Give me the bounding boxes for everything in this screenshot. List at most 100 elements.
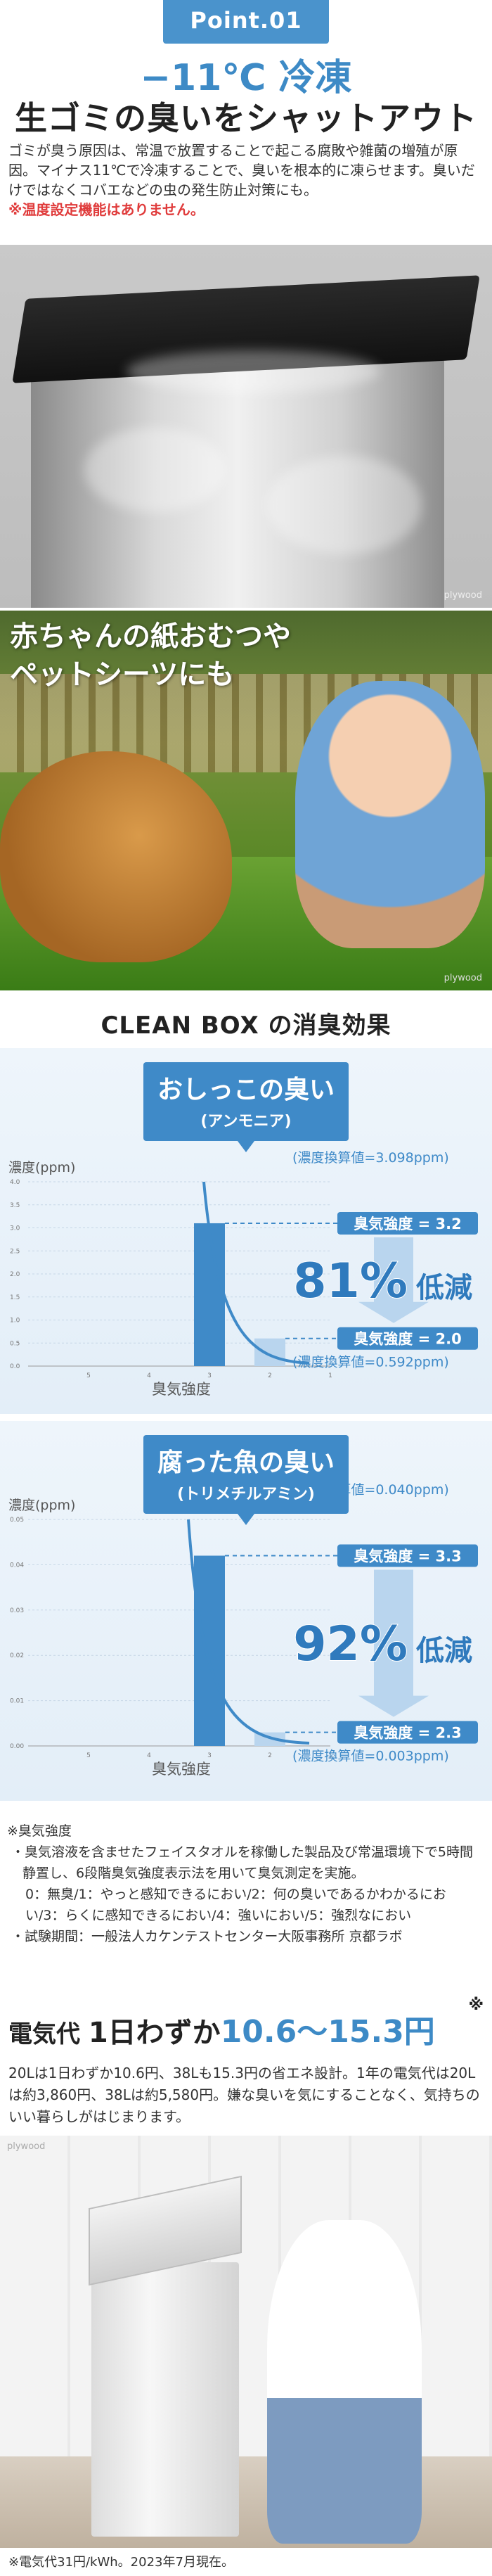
x-tick-label: 4 <box>147 1372 151 1379</box>
baby-dog-photo: 赤ちゃんの紙おむつや ペットシーツにも plywood <box>0 611 492 990</box>
notes-scale: 0：無臭/1：やっと感知できるにおい/2：何の臭いであるかわかるにおい/3：らく… <box>25 1887 446 1923</box>
reduction-percent: 81% <box>293 1254 408 1309</box>
data-bar <box>194 1555 225 1746</box>
electricity-cost-range: 10.6〜15.3円 <box>220 2014 435 2050</box>
y-tick-label: 1.5 <box>10 1294 20 1301</box>
intro-warning: ※温度設定機能はありません。 <box>8 201 205 218</box>
odor-chart-trimethylamine: 濃度(ppm) 0.05 0.04 0.03 0.02 0.01 0.00 5 4 3 2 1 臭気強度… <box>8 1482 478 1778</box>
electricity-label: 電気代 <box>8 2020 89 2048</box>
after-intensity-box <box>337 1721 478 1744</box>
y-tick-label: 0.0 <box>10 1363 20 1370</box>
brand-watermark: plywood <box>7 2141 46 2152</box>
cleanbox-section-title: CLEAN BOX の消臭効果 <box>101 1012 391 1040</box>
electricity-cost-title: 電気代 1日わずか10.6〜15.3円 ※ <box>8 1996 484 2050</box>
x-axis-label: 臭気強度 <box>152 1381 211 1398</box>
electricity-footnote-mark: ※ <box>468 1996 484 2014</box>
decay-curve <box>202 1181 310 1365</box>
chart-panel-ammonia: 濃度(ppm) 4.0 3.5 3.0 2.5 2.0 1.5 1.0 0.5 0.0 5 4 3 2 1 臭… <box>0 1048 492 1414</box>
chart-subtitle: (アンモニア) <box>200 1113 292 1130</box>
y-axis-label: 濃度(ppm) <box>8 1498 75 1513</box>
y-axis-label: 濃度(ppm) <box>8 1160 75 1175</box>
brand-watermark: plywood <box>444 590 482 601</box>
y-tick-label: 2.0 <box>10 1271 20 1278</box>
person-with-trash-bag <box>267 2220 422 2544</box>
chart-title: 腐った魚の臭い <box>157 1448 335 1477</box>
point-label: Point.01 <box>190 7 302 34</box>
odor-intensity-notes: ※臭気強度 ・臭気溶液を含ませたフェイスタオルを稼働した製品及び常温環境下で5時… <box>7 1821 482 1947</box>
intro-text-block: ゴミが臭う原因は、常温で放置することで起こる腐敗や雑菌の増殖が原因。マイナス11… <box>8 141 484 219</box>
cold-vapor <box>84 428 225 512</box>
baby-photo-caption: 赤ちゃんの紙おむつや ペットシーツにも <box>10 618 291 694</box>
baby-child <box>295 681 485 948</box>
x-tick-label: 3 <box>207 1372 212 1379</box>
trash-can-photo: plywood <box>0 245 492 608</box>
after-intensity-label: 臭気強度 = 2.3 <box>354 1725 461 1742</box>
after-intensity-box <box>337 1327 478 1350</box>
data-bar <box>194 1223 225 1366</box>
electricity-description: 20Lは1日わずか10.6円、38Lも15.3円の省エネ設計。1年の電気代は20… <box>8 2065 480 2125</box>
caption-line-1: 赤ちゃんの紙おむつや <box>10 620 291 653</box>
point-badge: Point.01 <box>163 0 329 44</box>
brand-watermark: plywood <box>444 973 482 983</box>
y-tick-label: 0.00 <box>10 1743 24 1750</box>
x-tick-label: 5 <box>86 1372 91 1379</box>
x-tick-label: 2 <box>268 1372 272 1379</box>
chart-panel-trimethylamine: 濃度(ppm) 0.05 0.04 0.03 0.02 0.01 0.00 5 4 3 2 1 臭気強度… <box>0 1421 492 1801</box>
x-tick-label: 5 <box>86 1752 91 1759</box>
chart-subtitle: (トリメチルアミン) <box>177 1486 315 1503</box>
y-tick-label: 3.0 <box>10 1225 20 1232</box>
headline-shut-out-odor: 生ゴミの臭いをシャットアウト <box>15 99 477 137</box>
after-concentration-label: (濃度換算値=0.003ppm) <box>292 1749 449 1764</box>
electricity-rate-footnote: ※電気代31円/kWh。2023年7月現在。 <box>8 2555 234 2570</box>
before-intensity-label: 臭気強度 = 3.3 <box>354 1548 461 1565</box>
x-axis-label: 臭気強度 <box>152 1761 211 1778</box>
reduction-percent: 92% <box>293 1617 408 1672</box>
notes-method: ・臭気溶液を含ませたフェイスタオルを稼働した製品及び常温環境下で5時間静置し、6… <box>11 1844 473 1881</box>
trash-can-body <box>31 357 444 608</box>
white-clean-box <box>91 2262 239 2537</box>
before-intensity-box <box>337 1544 478 1567</box>
intro-text: ゴミが臭う原因は、常温で放置することで起こる腐敗や雑菌の増殖が原因。マイナス11… <box>8 142 475 198</box>
after-intensity-label: 臭気強度 = 2.0 <box>354 1331 461 1348</box>
chart-header-trimethylamine: 腐った魚の臭い (トリメチルアミン) <box>143 1435 349 1525</box>
before-intensity-box <box>337 1211 478 1235</box>
y-tick-label: 0.05 <box>10 1517 24 1524</box>
reduction-label: 低減 <box>416 1272 472 1304</box>
y-tick-label: 0.5 <box>10 1340 20 1347</box>
x-tick-label: 1 <box>328 1752 332 1759</box>
reduction-arrow <box>358 1569 429 1717</box>
y-tick-label: 2.5 <box>10 1248 20 1255</box>
x-tick-label: 1 <box>328 1372 332 1379</box>
y-tick-label: 1.0 <box>10 1318 20 1325</box>
y-tick-label: 3.5 <box>10 1202 20 1209</box>
after-concentration-label: (濃度換算値=0.592ppm) <box>292 1355 449 1370</box>
before-concentration-label: (濃度換算値=3.098ppm) <box>292 1150 449 1166</box>
caption-line-2: ペットシーツにも <box>10 658 235 691</box>
x-tick-label: 3 <box>207 1752 212 1759</box>
y-tick-label: 0.03 <box>10 1607 24 1614</box>
chart-header-ammonia: おしっこの臭い (アンモニア) <box>143 1062 349 1152</box>
room-usage-photo: plywood <box>0 2136 492 2548</box>
odor-chart-ammonia: 濃度(ppm) 4.0 3.5 3.0 2.5 2.0 1.5 1.0 0.5 0.0 5 4 3 2 1 臭… <box>8 1150 478 1398</box>
y-tick-label: 4.0 <box>10 1179 20 1186</box>
y-tick-label: 0.02 <box>10 1652 24 1659</box>
cold-vapor <box>127 350 380 393</box>
decay-curve <box>187 1519 310 1745</box>
electricity-per-day: 1日わずか <box>88 2017 221 2049</box>
cold-vapor <box>267 456 422 554</box>
data-bar <box>254 1338 285 1366</box>
y-tick-label: 0.04 <box>10 1562 24 1569</box>
y-tick-label: 0.01 <box>10 1698 24 1705</box>
pomeranian-dog <box>0 751 232 962</box>
headline-freeze-temp: −11℃ 冷凍 <box>140 57 352 99</box>
x-tick-label: 4 <box>147 1752 151 1759</box>
x-tick-label: 2 <box>268 1752 272 1759</box>
notes-heading: ※臭気強度 <box>7 1823 72 1839</box>
chart-title: おしっこの臭い <box>157 1076 335 1104</box>
header-pointer <box>238 1141 254 1152</box>
before-intensity-label: 臭気強度 = 3.2 <box>354 1216 461 1232</box>
notes-test-lab: ・試験期間：一般法人カケンテストセンター大阪事務所 京都ラボ <box>11 1929 403 1944</box>
header-pointer <box>238 1514 254 1525</box>
reduction-label: 低減 <box>416 1635 472 1667</box>
